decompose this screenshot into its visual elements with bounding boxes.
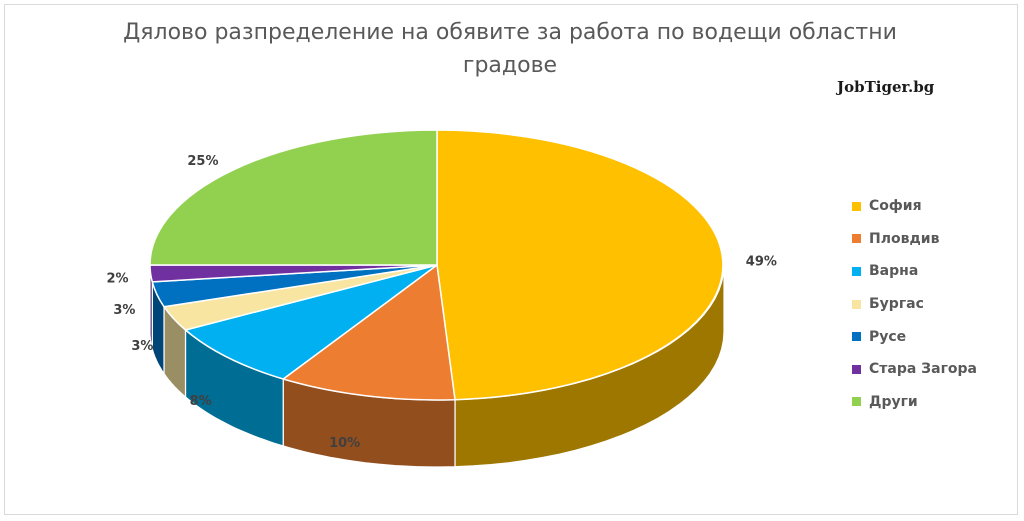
legend-swatch bbox=[852, 266, 861, 276]
legend-item-1: София bbox=[852, 190, 977, 223]
data-labels: 49% 10% 8% 3% 3% 2% 25% bbox=[107, 154, 777, 451]
data-label-5: 3% bbox=[113, 303, 135, 318]
data-label-6: 2% bbox=[107, 272, 129, 287]
legend-swatch bbox=[852, 234, 861, 244]
data-label-4: 3% bbox=[131, 339, 153, 354]
legend-label: Други bbox=[869, 393, 918, 410]
data-label-7: 25% bbox=[187, 154, 218, 169]
legend: София Пловдив Варна Бургас Русе Стара Загора Д… bbox=[852, 190, 977, 418]
chart-title: Дялово разпределение на обявите за работ… bbox=[123, 20, 897, 78]
chart-area bbox=[4, 4, 1018, 515]
pie-slice-7 bbox=[149, 129, 438, 266]
pie-slice-1 bbox=[436, 129, 724, 401]
pie-slice-3 bbox=[184, 264, 438, 380]
legend-label: София bbox=[869, 198, 922, 215]
pie-tops bbox=[149, 129, 724, 401]
legend-item-3: Варна bbox=[852, 255, 977, 288]
legend-label: Варна bbox=[869, 263, 919, 280]
legend-item-5: Русе bbox=[852, 320, 977, 353]
data-label-1: 49% bbox=[746, 254, 777, 269]
data-label-3: 8% bbox=[190, 394, 212, 409]
legend-swatch bbox=[852, 332, 861, 342]
legend-item-7: Други bbox=[852, 386, 977, 419]
legend-item-4: Бургас bbox=[852, 288, 977, 321]
legend-swatch bbox=[852, 201, 861, 211]
legend-swatch bbox=[852, 364, 861, 374]
legend-label: Русе bbox=[869, 328, 907, 345]
legend-swatch bbox=[852, 397, 861, 407]
legend-swatch bbox=[852, 299, 861, 309]
legend-label: Стара Загора bbox=[869, 361, 977, 378]
legend-item-6: Стара Загора bbox=[852, 353, 977, 386]
legend-label: Бургас bbox=[869, 296, 924, 313]
data-label-2: 10% bbox=[329, 436, 360, 451]
legend-label: Пловдив bbox=[869, 230, 940, 247]
pie-slice-2 bbox=[282, 264, 456, 401]
watermark-logo: JobTiger.bg bbox=[837, 78, 935, 96]
legend-item-2: Пловдив bbox=[852, 223, 977, 256]
